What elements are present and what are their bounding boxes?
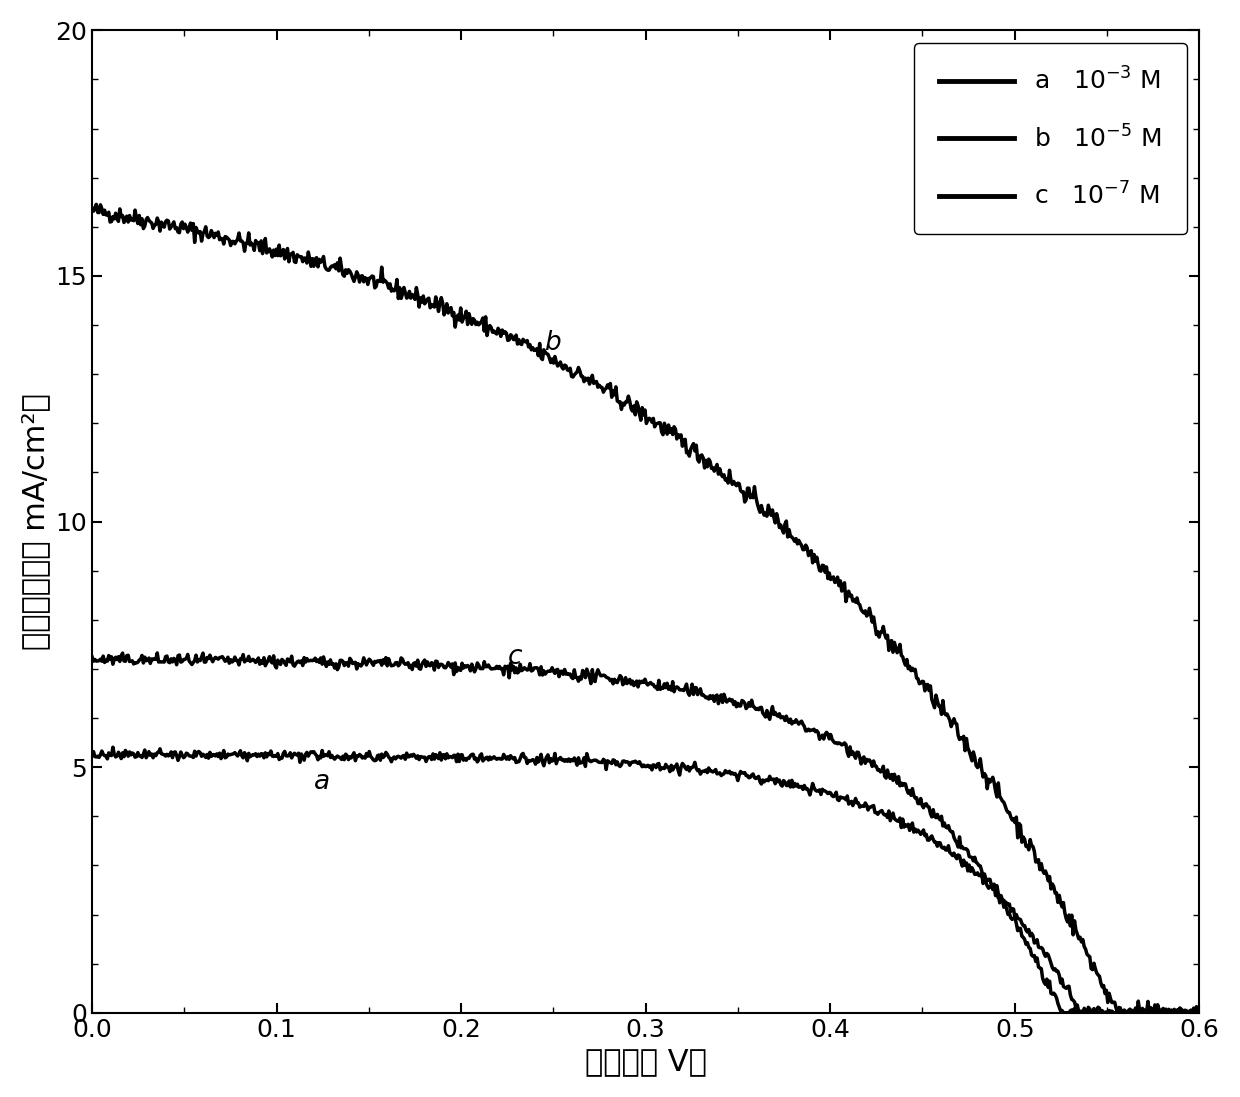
Y-axis label: 光电流密度（ mA/cm²）: 光电流密度（ mA/cm²） — [21, 393, 50, 649]
Text: c: c — [507, 644, 522, 670]
X-axis label: 光电压（ V）: 光电压（ V） — [585, 1048, 707, 1076]
Text: b: b — [544, 329, 560, 355]
Text: a: a — [314, 769, 330, 795]
Legend: a   $\mathregular{10^{-3}}$ M, b   $\mathregular{10^{-5}}$ M, c   $\mathregular{: a $\mathregular{10^{-3}}$ M, b $\mathreg… — [914, 43, 1187, 235]
